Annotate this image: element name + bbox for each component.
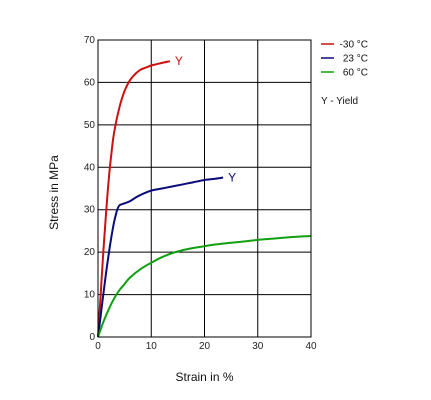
x-tick-label: 20 — [199, 341, 211, 352]
x-axis-label: Strain in % — [175, 370, 233, 384]
y-tick-label: 0 — [89, 332, 95, 343]
series-line-0 — [97, 60, 171, 338]
y-tick-label: 50 — [84, 120, 96, 131]
y-tick-label: 70 — [84, 35, 96, 46]
legend-entry: 23 °C — [343, 54, 368, 65]
yield-marker: Y — [175, 54, 183, 68]
y-tick-label: 10 — [84, 290, 96, 301]
series-line-1 — [97, 176, 224, 338]
x-tick-labels: 0 10 20 30 40 — [95, 341, 317, 352]
y-tick-label: 20 — [84, 247, 96, 258]
legend-entry: -30 °C — [340, 40, 368, 51]
legend-note-yield: Y - Yield — [321, 96, 358, 107]
x-tick-label: 0 — [95, 341, 101, 352]
y-axis-label: Stress in MPa — [47, 155, 61, 230]
grid — [97, 39, 312, 338]
plot-frame — [97, 39, 312, 338]
yield-marker: Y — [228, 170, 236, 184]
legend-entry: 60 °C — [343, 68, 368, 79]
x-tick-label: 40 — [305, 341, 317, 352]
y-tick-label: 40 — [84, 162, 96, 173]
legend: -30 °C 23 °C 60 °C — [321, 40, 368, 79]
x-tick-label: 30 — [252, 341, 264, 352]
series-lines — [97, 60, 312, 338]
yield-annotations: YY — [175, 54, 236, 184]
y-tick-labels: 0 10 20 30 40 50 60 70 — [84, 35, 96, 343]
y-tick-label: 30 — [84, 205, 96, 216]
x-tick-label: 10 — [146, 341, 158, 352]
series-line-2 — [97, 235, 312, 338]
y-tick-label: 60 — [84, 77, 96, 88]
